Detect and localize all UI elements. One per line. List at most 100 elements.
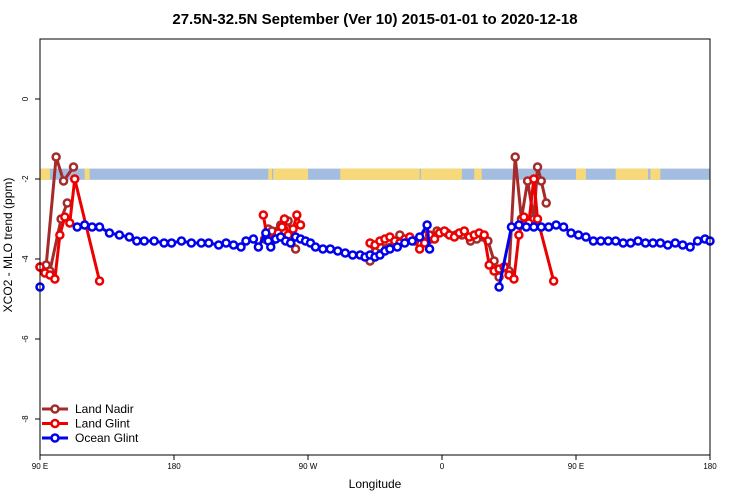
data-point bbox=[347, 250, 358, 260]
y-tick-label: -2 bbox=[21, 175, 30, 183]
legend-label: Land Glint bbox=[75, 417, 130, 431]
legend-item: Land Glint bbox=[42, 417, 130, 431]
data-point bbox=[290, 244, 301, 254]
series-ocean-glint bbox=[35, 220, 715, 292]
data-point bbox=[548, 276, 559, 286]
data-point bbox=[494, 282, 504, 292]
data-point bbox=[69, 174, 80, 184]
data-point bbox=[258, 210, 269, 220]
data-point bbox=[506, 222, 517, 232]
data-point bbox=[414, 244, 425, 254]
series-land-glint bbox=[35, 174, 559, 286]
data-point bbox=[529, 222, 539, 232]
data-point bbox=[166, 238, 177, 248]
y-tick-label: -4 bbox=[21, 255, 30, 263]
data-point bbox=[58, 176, 69, 186]
data-point bbox=[333, 246, 343, 256]
data-point bbox=[139, 236, 149, 246]
y-axis-label: XCO2 - MLO trend (ppm) bbox=[1, 178, 15, 313]
data-point bbox=[50, 274, 60, 284]
y-axis: 0 -2 -4 -6 -8 bbox=[21, 96, 40, 423]
data-point bbox=[241, 236, 251, 246]
data-point bbox=[213, 240, 224, 250]
data-point bbox=[543, 222, 554, 232]
data-point bbox=[532, 214, 543, 224]
legend-item: Land Nadir bbox=[42, 402, 134, 416]
data-point bbox=[196, 238, 207, 248]
data-point bbox=[536, 222, 547, 232]
y-tick-label: -8 bbox=[21, 415, 30, 423]
data-point bbox=[510, 152, 520, 162]
data-point bbox=[51, 152, 61, 162]
data-point bbox=[536, 176, 547, 186]
data-point bbox=[519, 212, 529, 222]
legend-label: Ocean Glint bbox=[75, 431, 139, 445]
data-point bbox=[392, 242, 403, 252]
data-point bbox=[532, 162, 543, 172]
data-point bbox=[479, 230, 489, 240]
data-point bbox=[72, 222, 82, 232]
data-point bbox=[248, 234, 259, 244]
legend-label: Land Nadir bbox=[75, 402, 134, 416]
data-point bbox=[603, 236, 614, 246]
x-axis-label: Longitude bbox=[349, 477, 402, 491]
data-point bbox=[87, 222, 97, 232]
data-point bbox=[253, 242, 264, 252]
legend-marker bbox=[50, 418, 60, 429]
data-point bbox=[65, 218, 75, 228]
data-point bbox=[400, 238, 410, 248]
series-group bbox=[35, 152, 715, 292]
data-point bbox=[655, 238, 666, 248]
data-point bbox=[692, 236, 703, 246]
data-point bbox=[159, 238, 169, 248]
data-point bbox=[236, 242, 246, 252]
data-point bbox=[618, 238, 628, 248]
land-segment bbox=[273, 168, 308, 180]
x-tick-label: 90 E bbox=[568, 462, 584, 471]
land-segment bbox=[84, 168, 90, 180]
land-segment bbox=[40, 168, 50, 180]
data-point bbox=[514, 230, 524, 240]
chart-title: 27.5N-32.5N September (Ver 10) 2015-01-0… bbox=[172, 11, 577, 28]
x-tick-label: 90 E bbox=[32, 462, 48, 471]
data-point bbox=[176, 236, 187, 246]
legend-item: Ocean Glint bbox=[42, 431, 139, 445]
data-point bbox=[596, 236, 606, 246]
data-point bbox=[551, 220, 561, 230]
data-point bbox=[221, 238, 231, 248]
data-point bbox=[648, 238, 658, 248]
data-point bbox=[79, 220, 90, 230]
x-axis: 90 E 180 90 W 0 90 E 180 bbox=[32, 455, 717, 471]
data-point bbox=[261, 228, 271, 238]
y-tick-label: 0 bbox=[21, 96, 30, 101]
plot-frame bbox=[39, 38, 711, 456]
data-point bbox=[459, 226, 470, 236]
data-point bbox=[685, 242, 695, 252]
data-point bbox=[633, 236, 643, 246]
data-point bbox=[509, 274, 519, 284]
data-point bbox=[277, 222, 287, 232]
data-point bbox=[677, 240, 688, 250]
data-point bbox=[266, 242, 276, 252]
data-point bbox=[566, 228, 576, 238]
data-point bbox=[186, 238, 197, 248]
data-point bbox=[288, 224, 298, 234]
land-segment bbox=[340, 168, 420, 180]
data-point bbox=[149, 236, 159, 246]
data-point bbox=[318, 244, 328, 254]
data-point bbox=[429, 234, 440, 244]
x-tick-label: 180 bbox=[703, 462, 717, 471]
data-point bbox=[581, 232, 591, 242]
data-point bbox=[422, 220, 432, 230]
land-segment bbox=[650, 168, 661, 180]
data-point bbox=[541, 198, 551, 208]
data-point bbox=[104, 228, 115, 238]
data-point bbox=[340, 248, 350, 258]
data-point bbox=[228, 240, 239, 250]
data-point bbox=[610, 236, 621, 246]
land-ocean-strip bbox=[40, 168, 710, 180]
data-point bbox=[484, 260, 494, 270]
data-point bbox=[310, 242, 321, 252]
data-point bbox=[114, 230, 125, 240]
